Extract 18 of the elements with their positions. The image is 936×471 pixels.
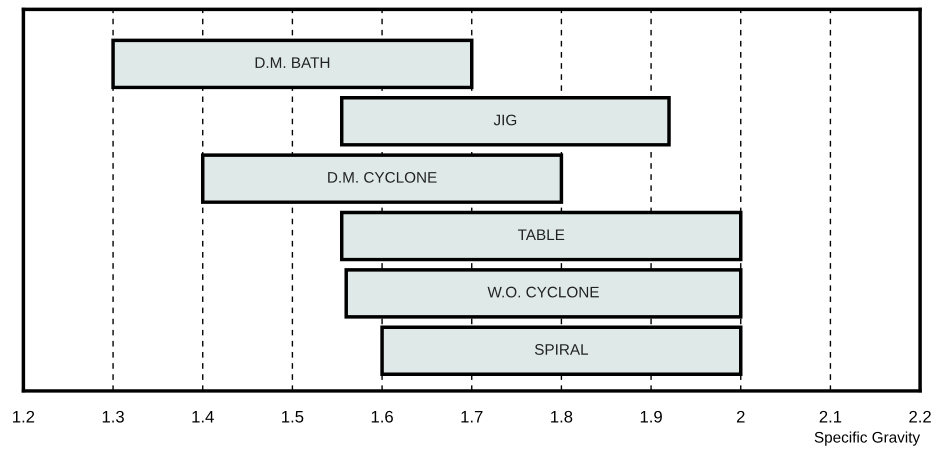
x-tick-label: 1.8 <box>551 410 572 423</box>
x-tick-label: 1.3 <box>102 410 124 423</box>
x-tick-label: 1.4 <box>192 410 214 422</box>
y-tick-label: SPIRAL <box>534 344 588 355</box>
x-tick-label: 2 <box>736 410 745 422</box>
y-tick-label: D.M. CYCLONE <box>328 172 437 183</box>
x-tick-label: 1.5 <box>282 410 304 423</box>
x-axis-title: Specific Gravity <box>814 431 920 446</box>
x-tick-label: 1.6 <box>372 410 393 423</box>
x-tick-label: 1.7 <box>461 410 482 422</box>
x-tick-label: 2.1 <box>820 410 842 422</box>
x-tick-label: 2.2 <box>909 410 931 422</box>
x-tick-label: 1.9 <box>640 410 662 423</box>
y-tick-label: D.M. BATH <box>256 57 330 68</box>
y-tick-label: W.O. CYCLONE <box>488 286 599 298</box>
y-tick-label: JIG <box>494 114 516 126</box>
x-tick-label: 1.2 <box>13 410 34 422</box>
y-tick-label: TABLE <box>518 229 564 240</box>
